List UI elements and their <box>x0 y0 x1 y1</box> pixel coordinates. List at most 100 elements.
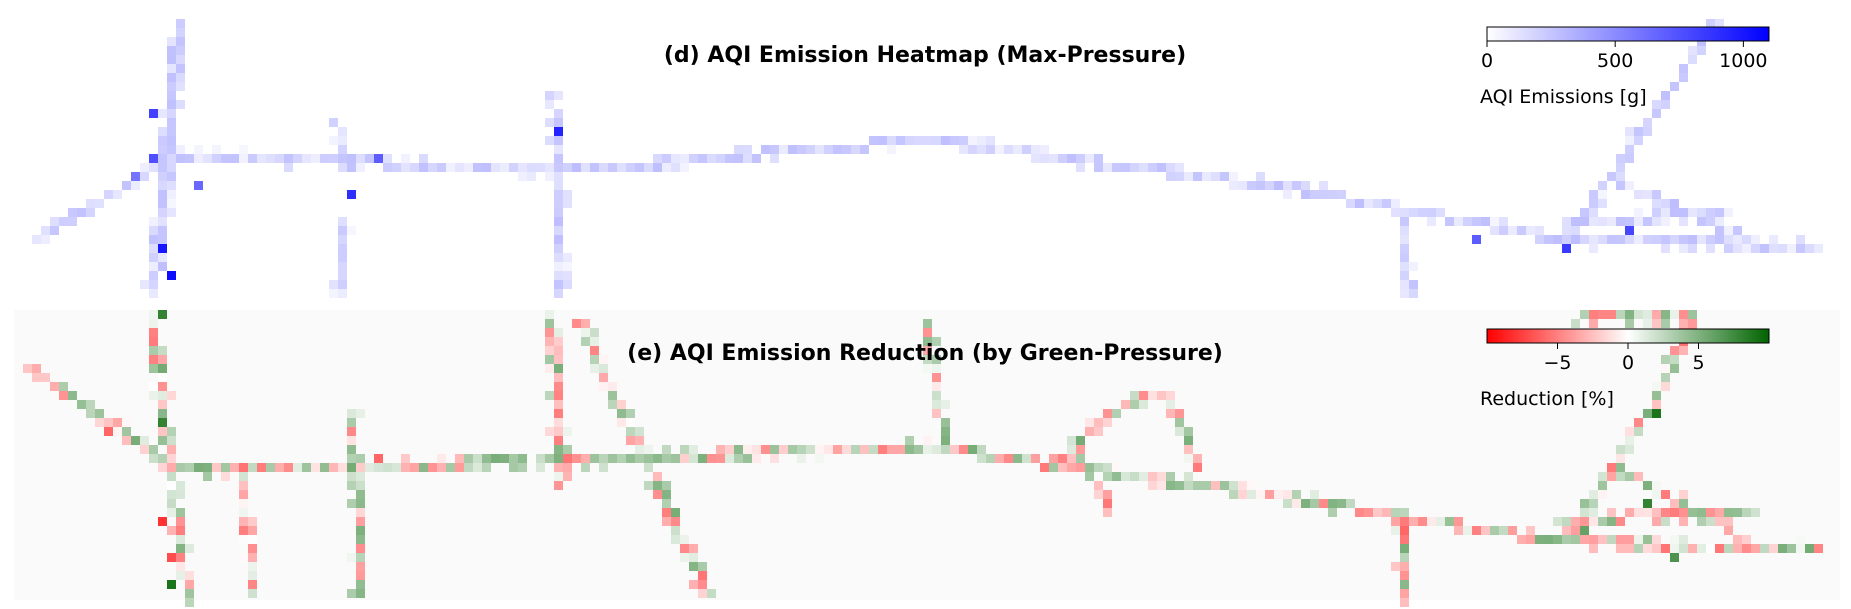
heatmap-cell <box>1553 535 1562 544</box>
heatmap-cell <box>1193 463 1202 472</box>
heatmap-cell <box>554 346 563 355</box>
heatmap-cell <box>716 445 725 454</box>
heatmap-cell <box>356 553 365 562</box>
heatmap-cell <box>932 382 941 391</box>
heatmap-cell <box>167 91 176 100</box>
heatmap-cell <box>554 163 563 172</box>
heatmap-cell <box>932 364 941 373</box>
heatmap-cell <box>1643 409 1652 418</box>
heatmap-cell <box>167 436 176 445</box>
heatmap-cell <box>212 145 221 154</box>
heatmap-cell <box>1184 436 1193 445</box>
heatmap-cell <box>608 163 617 172</box>
heatmap-cell <box>689 154 698 163</box>
heatmap-cell <box>239 535 248 544</box>
heatmap-cell <box>176 571 185 580</box>
heatmap-cell <box>1211 172 1220 181</box>
heatmap-cell <box>1796 544 1805 553</box>
heatmap-cell <box>617 163 626 172</box>
heatmap-cell <box>1607 535 1616 544</box>
heatmap-cell <box>1256 181 1265 190</box>
heatmap-cell <box>1796 244 1805 253</box>
heatmap-cell <box>941 136 950 145</box>
heatmap-cell <box>455 163 464 172</box>
heatmap-cell <box>1427 517 1436 526</box>
heatmap-cell <box>680 553 689 562</box>
heatmap-cell <box>167 553 176 562</box>
heatmap-cell <box>923 364 932 373</box>
heatmap-cell <box>338 463 347 472</box>
heatmap-cell <box>1571 235 1580 244</box>
heatmap-cell <box>347 190 356 199</box>
heatmap-cell <box>743 145 752 154</box>
heatmap-cell <box>959 145 968 154</box>
heatmap-cell <box>1283 190 1292 199</box>
heatmap-cell <box>473 163 482 172</box>
heatmap-cell <box>176 154 185 163</box>
heatmap-cell <box>1319 499 1328 508</box>
heatmap-cell <box>1148 472 1157 481</box>
heatmap-cell <box>122 418 131 427</box>
heatmap-cell <box>221 154 230 163</box>
heatmap-cell <box>1679 517 1688 526</box>
heatmap-cell <box>1724 517 1733 526</box>
heatmap-cell <box>212 463 221 472</box>
heatmap-cell <box>1679 208 1688 217</box>
heatmap-cell <box>626 409 635 418</box>
heatmap-cell <box>545 364 554 373</box>
heatmap-cell <box>1760 244 1769 253</box>
heatmap-cell <box>176 55 185 64</box>
heatmap-cell <box>158 418 167 427</box>
heatmap-cell <box>1418 517 1427 526</box>
heatmap-cell <box>1616 163 1625 172</box>
heatmap-cell <box>248 580 257 589</box>
heatmap-cell <box>1184 427 1193 436</box>
heatmap-cell <box>554 418 563 427</box>
heatmap-cell <box>1400 526 1409 535</box>
heatmap-cell <box>1589 535 1598 544</box>
heatmap-cell <box>158 244 167 253</box>
heatmap-cell <box>194 145 203 154</box>
heatmap-cell <box>1373 508 1382 517</box>
heatmap-cell <box>1706 235 1715 244</box>
heatmap-cell <box>959 136 968 145</box>
heatmap-cell <box>1670 508 1679 517</box>
heatmap-cell <box>968 145 977 154</box>
heatmap-cell <box>608 391 617 400</box>
heatmap-cell <box>1184 454 1193 463</box>
panel-e-colorbar: −5 0 5 Reduction [%] <box>1480 328 1770 410</box>
panel-e-colorbar-label: Reduction [%] <box>1480 388 1614 410</box>
heatmap-cell <box>698 562 707 571</box>
heatmap-cell <box>347 445 356 454</box>
heatmap-cell <box>158 364 167 373</box>
heatmap-cell <box>1715 544 1724 553</box>
heatmap-cell <box>554 226 563 235</box>
heatmap-cell <box>563 163 572 172</box>
heatmap-cell <box>680 544 689 553</box>
heatmap-cell <box>680 454 689 463</box>
heatmap-cell <box>1283 181 1292 190</box>
heatmap-cell <box>671 535 680 544</box>
heatmap-cell <box>1589 310 1598 319</box>
heatmap-cell <box>1004 145 1013 154</box>
heatmap-cell <box>1229 181 1238 190</box>
heatmap-cell <box>986 454 995 463</box>
heatmap-cell <box>1607 172 1616 181</box>
heatmap-cell <box>392 463 401 472</box>
heatmap-cell <box>707 589 716 598</box>
heatmap-cell <box>131 436 140 445</box>
heatmap-cell <box>32 235 41 244</box>
heatmap-cell <box>1004 454 1013 463</box>
heatmap-cell <box>1130 391 1139 400</box>
heatmap-cell <box>464 463 473 472</box>
heatmap-cell <box>1679 244 1688 253</box>
heatmap-cell <box>734 454 743 463</box>
heatmap-cell <box>1616 445 1625 454</box>
heatmap-cell <box>149 337 158 346</box>
heatmap-cell <box>1220 172 1229 181</box>
heatmap-cell <box>689 544 698 553</box>
heatmap-cell <box>563 427 572 436</box>
heatmap-cell <box>167 391 176 400</box>
heatmap-cell <box>248 571 257 580</box>
heatmap-cell <box>536 463 545 472</box>
